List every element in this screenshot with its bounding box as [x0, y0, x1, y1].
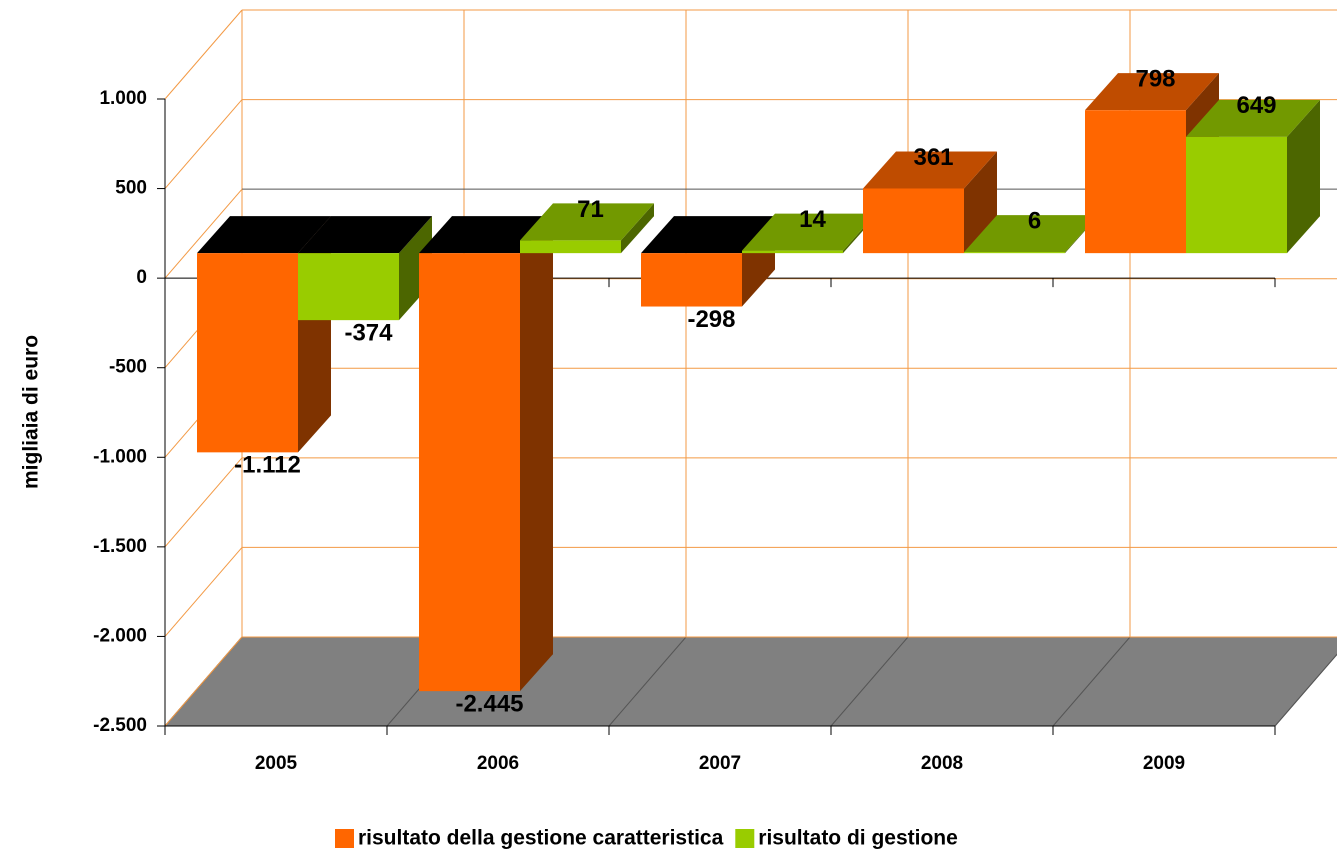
- bar-top: [742, 213, 876, 251]
- value-label: -2.445: [455, 690, 523, 717]
- bar-top: [964, 215, 1098, 253]
- y-tick-label: -500: [109, 357, 147, 378]
- bar: [641, 253, 742, 307]
- bar-side: [399, 216, 432, 321]
- bar-top: [197, 216, 331, 254]
- side-grid-line: [164, 99, 243, 189]
- y-tick-label: 0: [136, 267, 147, 288]
- bar-side: [520, 216, 553, 692]
- floor-line: [608, 636, 687, 727]
- bar: [298, 253, 399, 321]
- bar-top: [419, 216, 553, 254]
- floor-line: [830, 636, 909, 727]
- side-grid-line: [164, 457, 243, 548]
- floor-line: [1052, 636, 1131, 727]
- legend-swatch: [335, 829, 354, 848]
- y-tick-label: -2.500: [93, 715, 147, 736]
- y-tick-label: 500: [115, 178, 147, 199]
- value-label: 798: [1135, 66, 1175, 93]
- bar: [964, 252, 1065, 254]
- value-label: -298: [687, 306, 735, 333]
- value-label: 361: [913, 144, 953, 171]
- bar: [197, 253, 298, 453]
- x-tick-label: 2008: [921, 753, 963, 774]
- value-label: 649: [1236, 92, 1276, 119]
- x-tick-label: 2009: [1143, 753, 1185, 774]
- x-tick-label: 2007: [699, 753, 741, 774]
- bar: [1186, 136, 1287, 254]
- bar-side: [1287, 99, 1320, 254]
- y-tick-label: 1.000: [99, 88, 147, 109]
- value-label: 14: [799, 206, 826, 233]
- bar-side: [964, 151, 997, 254]
- legend-label: risultato della gestione caratteristica: [358, 827, 724, 850]
- bar: [863, 188, 964, 254]
- side-grid-line: [164, 547, 243, 637]
- y-tick-label: -2.000: [93, 625, 147, 646]
- legend-label: risultato di gestione: [758, 827, 958, 850]
- bar: [419, 253, 520, 692]
- value-label: 6: [1028, 207, 1041, 234]
- value-label: 71: [577, 196, 604, 223]
- bar-top: [641, 216, 775, 254]
- bar-top: [520, 203, 654, 241]
- side-grid-line: [164, 9, 243, 100]
- value-label: -1.112: [234, 452, 301, 479]
- y-axis-label: migliaia di euro: [20, 335, 43, 489]
- x-tick-label: 2006: [477, 753, 519, 774]
- x-tick-label: 2005: [255, 753, 298, 774]
- bar: [1085, 110, 1186, 254]
- value-label: -374: [344, 319, 393, 346]
- bar-side: [621, 203, 654, 254]
- side-grid-line: [164, 188, 243, 279]
- floor-line: [1274, 653, 1337, 727]
- bar: [520, 240, 621, 254]
- bar-top: [1085, 73, 1219, 111]
- bar-top: [1186, 99, 1320, 137]
- y-tick-label: -1.500: [93, 536, 147, 557]
- bar-top: [298, 216, 432, 254]
- floor: [163, 636, 1337, 727]
- bar: [742, 250, 843, 254]
- side-grid-line: [164, 636, 243, 727]
- legend-swatch: [735, 829, 755, 848]
- y-tick-label: -1.000: [93, 446, 147, 467]
- bar-top: [863, 151, 997, 189]
